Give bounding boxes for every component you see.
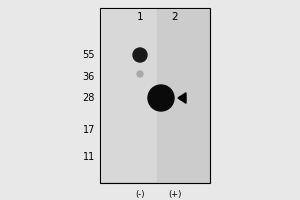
Circle shape	[133, 48, 147, 62]
Polygon shape	[178, 93, 186, 103]
Text: (-): (-)	[135, 190, 145, 199]
Bar	[100, 8, 210, 183]
Bar	[157, 9, 209, 182]
Text: (+): (+)	[168, 190, 182, 199]
Text: 11: 11	[83, 152, 95, 162]
Text: 17: 17	[82, 125, 95, 135]
Circle shape	[137, 71, 143, 77]
Circle shape	[148, 85, 174, 111]
Text: 2: 2	[172, 12, 178, 22]
Bar	[101, 9, 157, 182]
Text: 55: 55	[82, 50, 95, 60]
Text: 36: 36	[83, 72, 95, 82]
Text: 1: 1	[137, 12, 143, 22]
Text: 28: 28	[82, 93, 95, 103]
